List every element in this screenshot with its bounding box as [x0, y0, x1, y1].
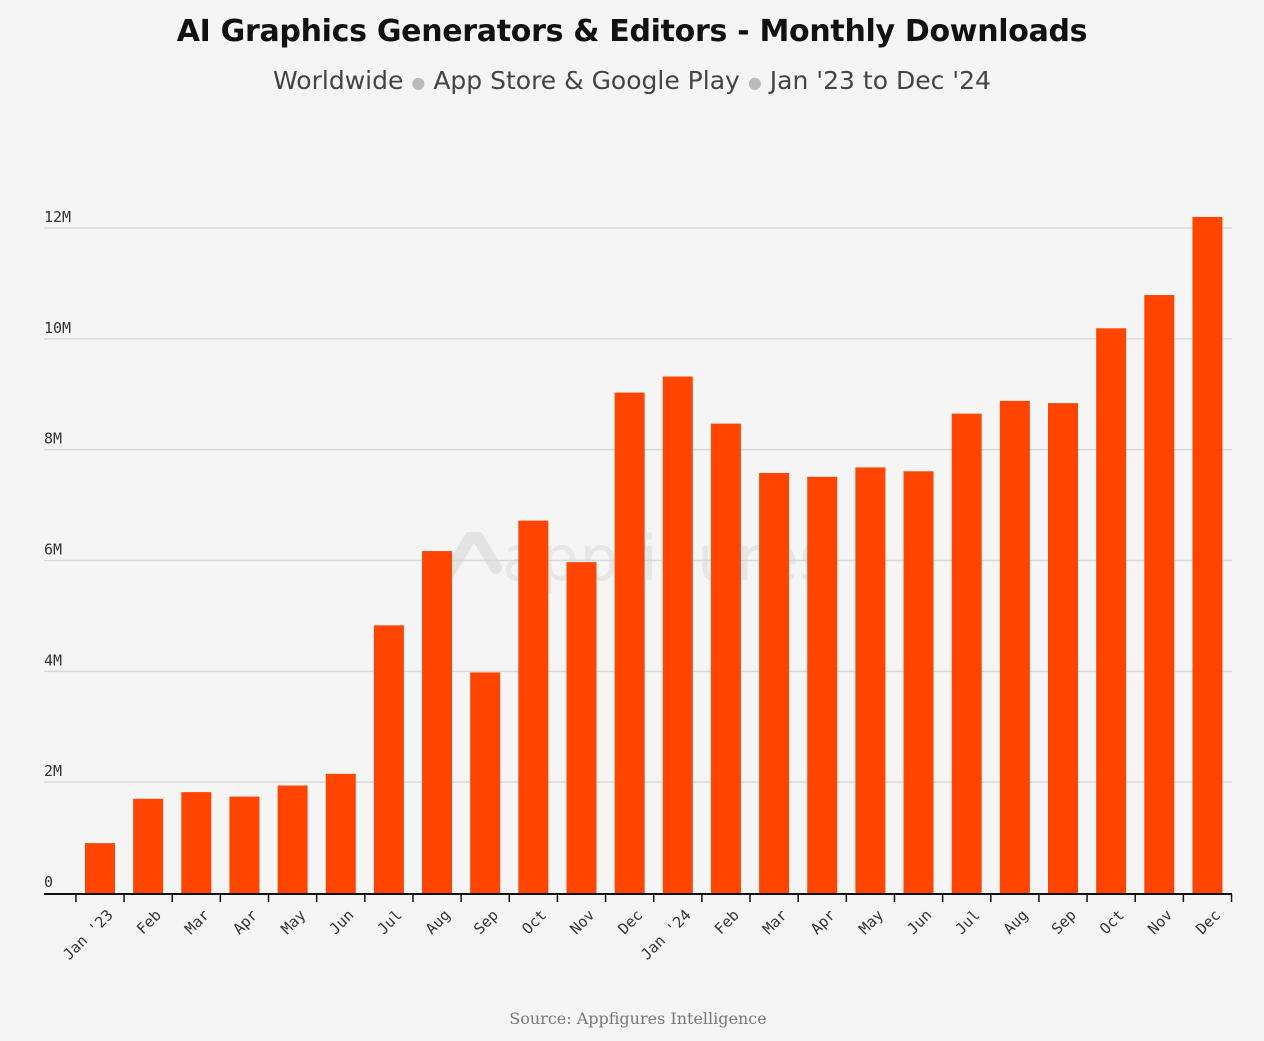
bar	[133, 798, 164, 893]
bar	[422, 551, 453, 893]
bar	[85, 843, 115, 893]
subtitle-period: Jan '23 to Dec '24	[769, 66, 991, 95]
chart-title: AI Graphics Generators & Editors - Month…	[176, 14, 1088, 49]
bar	[903, 471, 934, 893]
x-tick-label: Dec	[1192, 906, 1224, 938]
x-tick-label: Apr	[229, 906, 261, 938]
x-tick-label: Jan '23	[59, 906, 116, 963]
x-tick-label: Jun	[326, 906, 358, 938]
bar	[662, 376, 693, 893]
x-tick-label: Aug	[1000, 906, 1032, 938]
bars	[85, 216, 1223, 893]
y-tick-label: 10M	[44, 319, 71, 337]
subtitle-stores: App Store & Google Play	[433, 66, 740, 95]
x-tick-label: Feb	[711, 906, 743, 938]
bar	[325, 773, 356, 893]
appfigures-logo-icon	[440, 531, 502, 584]
x-tick-label: Nov	[1144, 906, 1176, 938]
bar	[1192, 216, 1223, 893]
x-tick-label: May	[277, 906, 309, 938]
chart-subtitle: Worldwide ● App Store & Google Play ● Jan '2…	[0, 66, 1264, 95]
bar	[855, 467, 886, 893]
x-tick-label: Aug	[422, 906, 454, 938]
y-tick-label: 4M	[44, 651, 62, 669]
bar	[951, 413, 982, 893]
x-tick-label: Feb	[133, 906, 165, 938]
bar-chart: 0 2M 4M 6M 8M 10M 12M Jan '23 Feb Mar Apr May Jun Ju…	[44, 208, 1233, 963]
bar	[999, 400, 1030, 893]
x-tick-label: Apr	[807, 906, 839, 938]
bar	[229, 796, 260, 893]
x-tick-label: Jul	[374, 906, 406, 938]
y-tick-label: 12M	[44, 208, 71, 226]
x-tick-label: Mar	[759, 906, 791, 938]
bar	[807, 476, 838, 893]
bar	[1144, 295, 1175, 893]
x-tick-label: Oct	[518, 906, 550, 938]
y-axis: 0 2M 4M 6M 8M 10M 12M	[44, 208, 71, 891]
bar	[1048, 403, 1078, 893]
x-tick-label: Oct	[1096, 906, 1128, 938]
y-tick-label: 6M	[44, 541, 62, 559]
x-tick-label: Jul	[952, 906, 984, 938]
bar	[373, 625, 404, 893]
bar	[277, 785, 308, 893]
x-tick-label: Jun	[903, 906, 935, 938]
bar	[181, 792, 212, 893]
subtitle-region: Worldwide	[273, 66, 404, 95]
bar	[710, 423, 741, 893]
x-axis: Jan '23 Feb Mar Apr May Jun Jul Aug Sep Oct Nov Dec…	[44, 893, 1233, 963]
x-tick-label: Dec	[615, 906, 647, 938]
bar	[614, 392, 645, 893]
bar	[759, 472, 790, 893]
bar	[1096, 328, 1127, 893]
x-tick-label: Sep	[470, 906, 502, 938]
x-tick-label: Nov	[566, 906, 598, 938]
source-note: Source: Appfigures Intelligence	[509, 1009, 767, 1028]
y-tick-label: 8M	[44, 430, 62, 448]
separator-dot-icon: ●	[411, 72, 426, 92]
separator-dot-icon: ●	[747, 72, 762, 92]
y-tick-label: 0	[44, 873, 53, 891]
x-tick-label: Mar	[181, 906, 213, 938]
x-tick-label: Jan '24	[637, 906, 694, 963]
bar	[566, 562, 597, 893]
x-tick-label: Sep	[1048, 906, 1080, 938]
bar	[518, 520, 549, 893]
x-tick-label: May	[855, 906, 887, 938]
bar	[470, 672, 501, 893]
y-tick-label: 2M	[44, 762, 62, 780]
